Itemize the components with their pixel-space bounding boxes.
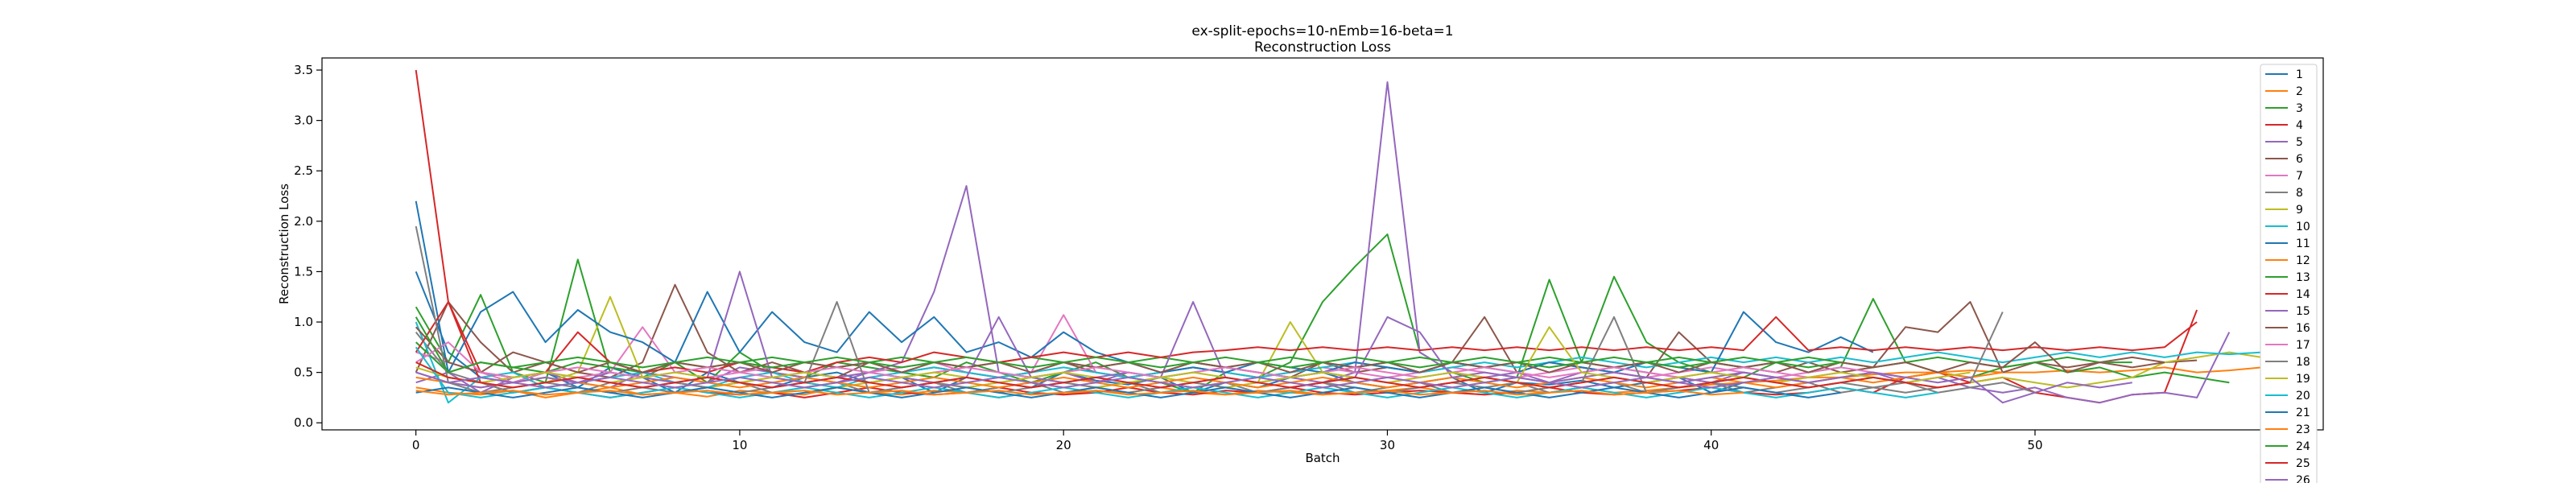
x-axis-label: Batch (1305, 451, 1340, 465)
legend-label-5: 5 (2296, 136, 2303, 149)
series-line-26 (415, 371, 1809, 389)
y-tick-label: 3.0 (294, 114, 313, 128)
series-group (415, 69, 2295, 404)
y-tick-label: 0.5 (294, 365, 313, 380)
series-line-23 (415, 390, 1744, 396)
legend-label-14: 14 (2296, 288, 2310, 301)
legend-label-7: 7 (2296, 170, 2303, 183)
x-tick-label: 50 (2027, 438, 2042, 452)
x-tick-label: 0 (412, 438, 420, 452)
series-line-21 (415, 386, 1841, 398)
y-axis: 0.0 0.5 1.0 1.5 2.0 2.5 3.0 3.5 (294, 63, 322, 430)
x-tick-label: 20 (1056, 438, 1071, 452)
y-tick-label: 1.0 (294, 315, 313, 329)
chart-title: ex-split-epochs=10-nEmb=16-beta=1 (1191, 23, 1453, 39)
legend-label-6: 6 (2296, 153, 2303, 166)
legend-label-1: 1 (2296, 68, 2303, 81)
x-tick-label: 10 (732, 438, 747, 452)
legend-label-19: 19 (2296, 373, 2310, 386)
legend-label-23: 23 (2296, 423, 2310, 436)
series-line-19 (415, 326, 1971, 384)
legend-label-12: 12 (2296, 254, 2310, 267)
legend: 1234567891011121314151617181920212324252… (2260, 64, 2318, 483)
x-tick-label: 30 (1380, 438, 1395, 452)
x-tick-label: 40 (1703, 438, 1719, 452)
legend-label-26: 26 (2296, 474, 2310, 483)
series-line-24 (415, 316, 1841, 374)
y-axis-label: Reconstruction Loss (277, 184, 291, 304)
legend-label-20: 20 (2296, 390, 2310, 402)
x-axis: 0 10 20 30 40 50 (412, 430, 2043, 452)
legend-label-3: 3 (2296, 102, 2303, 115)
legend-label-17: 17 (2296, 339, 2310, 352)
legend-label-21: 21 (2296, 407, 2310, 419)
legend-label-24: 24 (2296, 440, 2310, 453)
plot-frame (321, 57, 2324, 431)
legend-label-10: 10 (2296, 221, 2310, 233)
y-tick-label: 1.5 (294, 264, 313, 279)
legend-label-25: 25 (2296, 457, 2310, 470)
chart-subtitle: Reconstruction Loss (1254, 39, 1391, 56)
legend-label-11: 11 (2296, 237, 2310, 250)
legend-label-4: 4 (2296, 119, 2303, 132)
legend-label-8: 8 (2296, 187, 2303, 200)
series-line-14 (415, 301, 2198, 378)
legend-label-18: 18 (2296, 356, 2310, 369)
y-tick-label: 2.5 (294, 163, 313, 178)
legend-label-2: 2 (2296, 85, 2303, 98)
legend-label-9: 9 (2296, 204, 2303, 217)
legend-label-16: 16 (2296, 322, 2310, 335)
y-tick-label: 2.0 (294, 214, 313, 229)
legend-label-15: 15 (2296, 305, 2310, 318)
series-line-25 (415, 361, 1971, 389)
y-tick-label: 0.0 (294, 415, 313, 430)
legend-label-13: 13 (2296, 271, 2310, 284)
y-tick-label: 3.5 (294, 63, 313, 77)
